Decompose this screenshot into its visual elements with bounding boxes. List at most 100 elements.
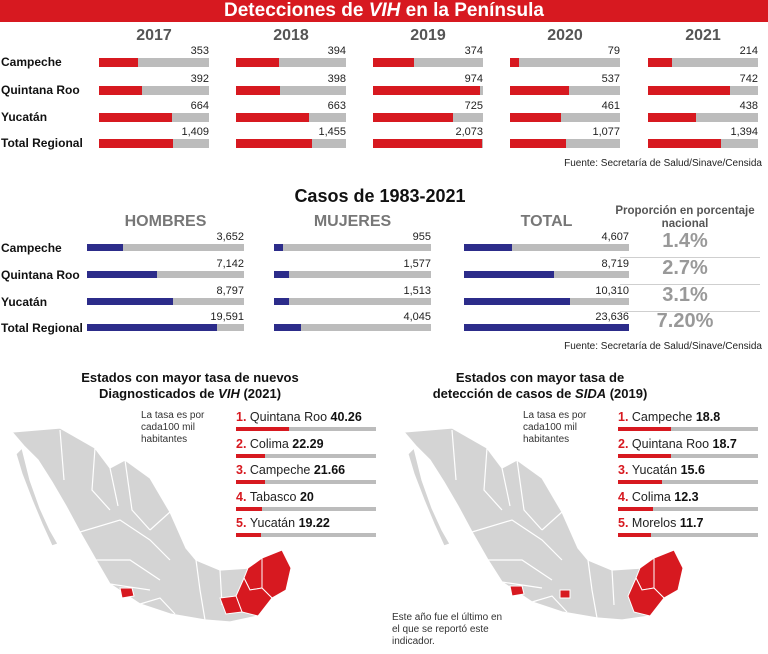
rank-number: 2. — [618, 436, 632, 451]
colima-region-sida — [509, 585, 525, 597]
value-label: 8,719 — [601, 258, 629, 270]
bar — [373, 139, 482, 148]
bar — [236, 86, 280, 95]
value-label: 663 — [327, 100, 346, 112]
vih-title-em: VIH — [218, 386, 240, 401]
rank-value: 18.7 — [712, 436, 737, 451]
sida-rank-bar — [618, 533, 652, 537]
bar-track — [236, 86, 346, 95]
value-label: 725 — [464, 100, 483, 112]
bar — [99, 58, 138, 67]
vih-rank-bar — [236, 533, 262, 537]
bar-track — [510, 86, 620, 95]
sida-rank-bar — [618, 480, 663, 484]
sida-title-line2: detección de casos de SIDA (2019) — [430, 386, 650, 402]
value-label: 10,310 — [595, 285, 629, 297]
column-header: MUJERES — [313, 213, 392, 230]
quintana-roo-region-vih — [261, 549, 292, 599]
rank-value: 15.6 — [680, 463, 705, 477]
bar-track — [373, 86, 483, 95]
bar — [236, 58, 280, 67]
value-label: 1,513 — [403, 285, 431, 297]
value-label: 2,073 — [455, 126, 483, 138]
value-label: 214 — [739, 45, 758, 57]
bar — [274, 271, 290, 278]
year-label: 2021 — [685, 27, 721, 44]
quintana-roo-region-sida — [653, 549, 684, 599]
sida-footnote: Este año fue el último en el que se repo… — [392, 612, 503, 647]
rank-number: 3. — [236, 463, 250, 477]
bar-track — [464, 271, 629, 278]
bar-track — [99, 58, 209, 67]
cases-source: Fuente: Secretaría de Salud/Sinave/Censi… — [564, 341, 762, 352]
row-label: Total Regional — [1, 136, 83, 150]
vih-rank-item: 3. Campeche 21.66 — [236, 463, 345, 477]
rank-state: Tabasco — [249, 489, 300, 504]
sida-rank-track — [618, 506, 758, 511]
vih-title-pre: Diagnosticados de — [98, 386, 219, 401]
value-label: 1,394 — [730, 126, 758, 138]
bar-track — [510, 113, 620, 122]
sida-rank-item: 4. Colima 12.3 — [618, 490, 699, 504]
column-header: TOTAL — [520, 213, 573, 230]
bar — [510, 58, 519, 67]
value-label: 23,636 — [595, 311, 629, 323]
vih-title-line1: Estados con mayor tasa de nuevos — [81, 370, 299, 385]
bar-track — [87, 298, 244, 305]
row-label: Yucatán — [1, 295, 48, 309]
rank-number: 4. — [236, 489, 250, 504]
bar-track — [236, 113, 346, 122]
vih-rank-item: 5. Yucatán 19.22 — [236, 516, 330, 530]
sida-title-post: (2019) — [606, 386, 648, 401]
proportion-value: 2.7% — [662, 257, 708, 279]
bar — [274, 244, 284, 251]
rank-state: Colima — [631, 489, 675, 504]
bar — [648, 139, 722, 148]
value-label: 742 — [739, 73, 758, 85]
bar — [464, 244, 512, 251]
bar — [87, 244, 123, 251]
bar-track — [648, 139, 758, 148]
sida-title-em: SIDA — [575, 386, 607, 401]
vih-rank-track — [236, 480, 376, 484]
bar — [236, 113, 309, 122]
value-label: 461 — [601, 100, 620, 112]
year-label: 2019 — [410, 27, 446, 44]
sida-rank-track — [618, 480, 758, 484]
year-label: 2020 — [547, 27, 583, 44]
bar — [648, 86, 730, 95]
sida-title-pre: detección de casos de — [432, 386, 576, 401]
sida-rank-track — [618, 427, 758, 431]
rank-value: 11.7 — [679, 516, 704, 530]
value-label: 392 — [190, 73, 209, 85]
value-label: 4,045 — [403, 311, 431, 323]
cases-title: Casos de 1983-2021 — [294, 186, 466, 206]
row-label: Campeche — [1, 241, 62, 255]
rank-value: 19.22 — [298, 516, 330, 530]
bar — [274, 298, 289, 305]
sida-rank-item: 1. Campeche 18.8 — [618, 410, 720, 424]
bar-track — [373, 139, 483, 148]
value-label: 537 — [601, 73, 620, 85]
vih-rank-bar — [236, 453, 266, 458]
proportion-value: 7.20% — [656, 310, 714, 332]
value-label: 1,409 — [181, 126, 209, 138]
rank-value: 12.3 — [674, 489, 699, 504]
banner-post: en la Península — [400, 0, 544, 21]
bar-track — [274, 298, 431, 305]
value-label: 438 — [739, 100, 758, 112]
bar — [373, 58, 415, 67]
rank-value: 21.66 — [313, 463, 346, 477]
sida-rank-title: Estados con mayor tasa de detección de c… — [430, 370, 650, 402]
vih-rank-track — [236, 533, 376, 537]
vih-rank-track — [236, 506, 376, 511]
bar — [464, 298, 571, 305]
row-label: Campeche — [1, 55, 62, 69]
vih-mexico-map — [10, 427, 292, 623]
bar-track — [99, 86, 209, 95]
proportion-value: 3.1% — [662, 284, 708, 306]
bar — [99, 86, 143, 95]
value-label: 974 — [464, 73, 483, 85]
row-label: Total Regional — [1, 321, 83, 335]
bar-track — [648, 113, 758, 122]
